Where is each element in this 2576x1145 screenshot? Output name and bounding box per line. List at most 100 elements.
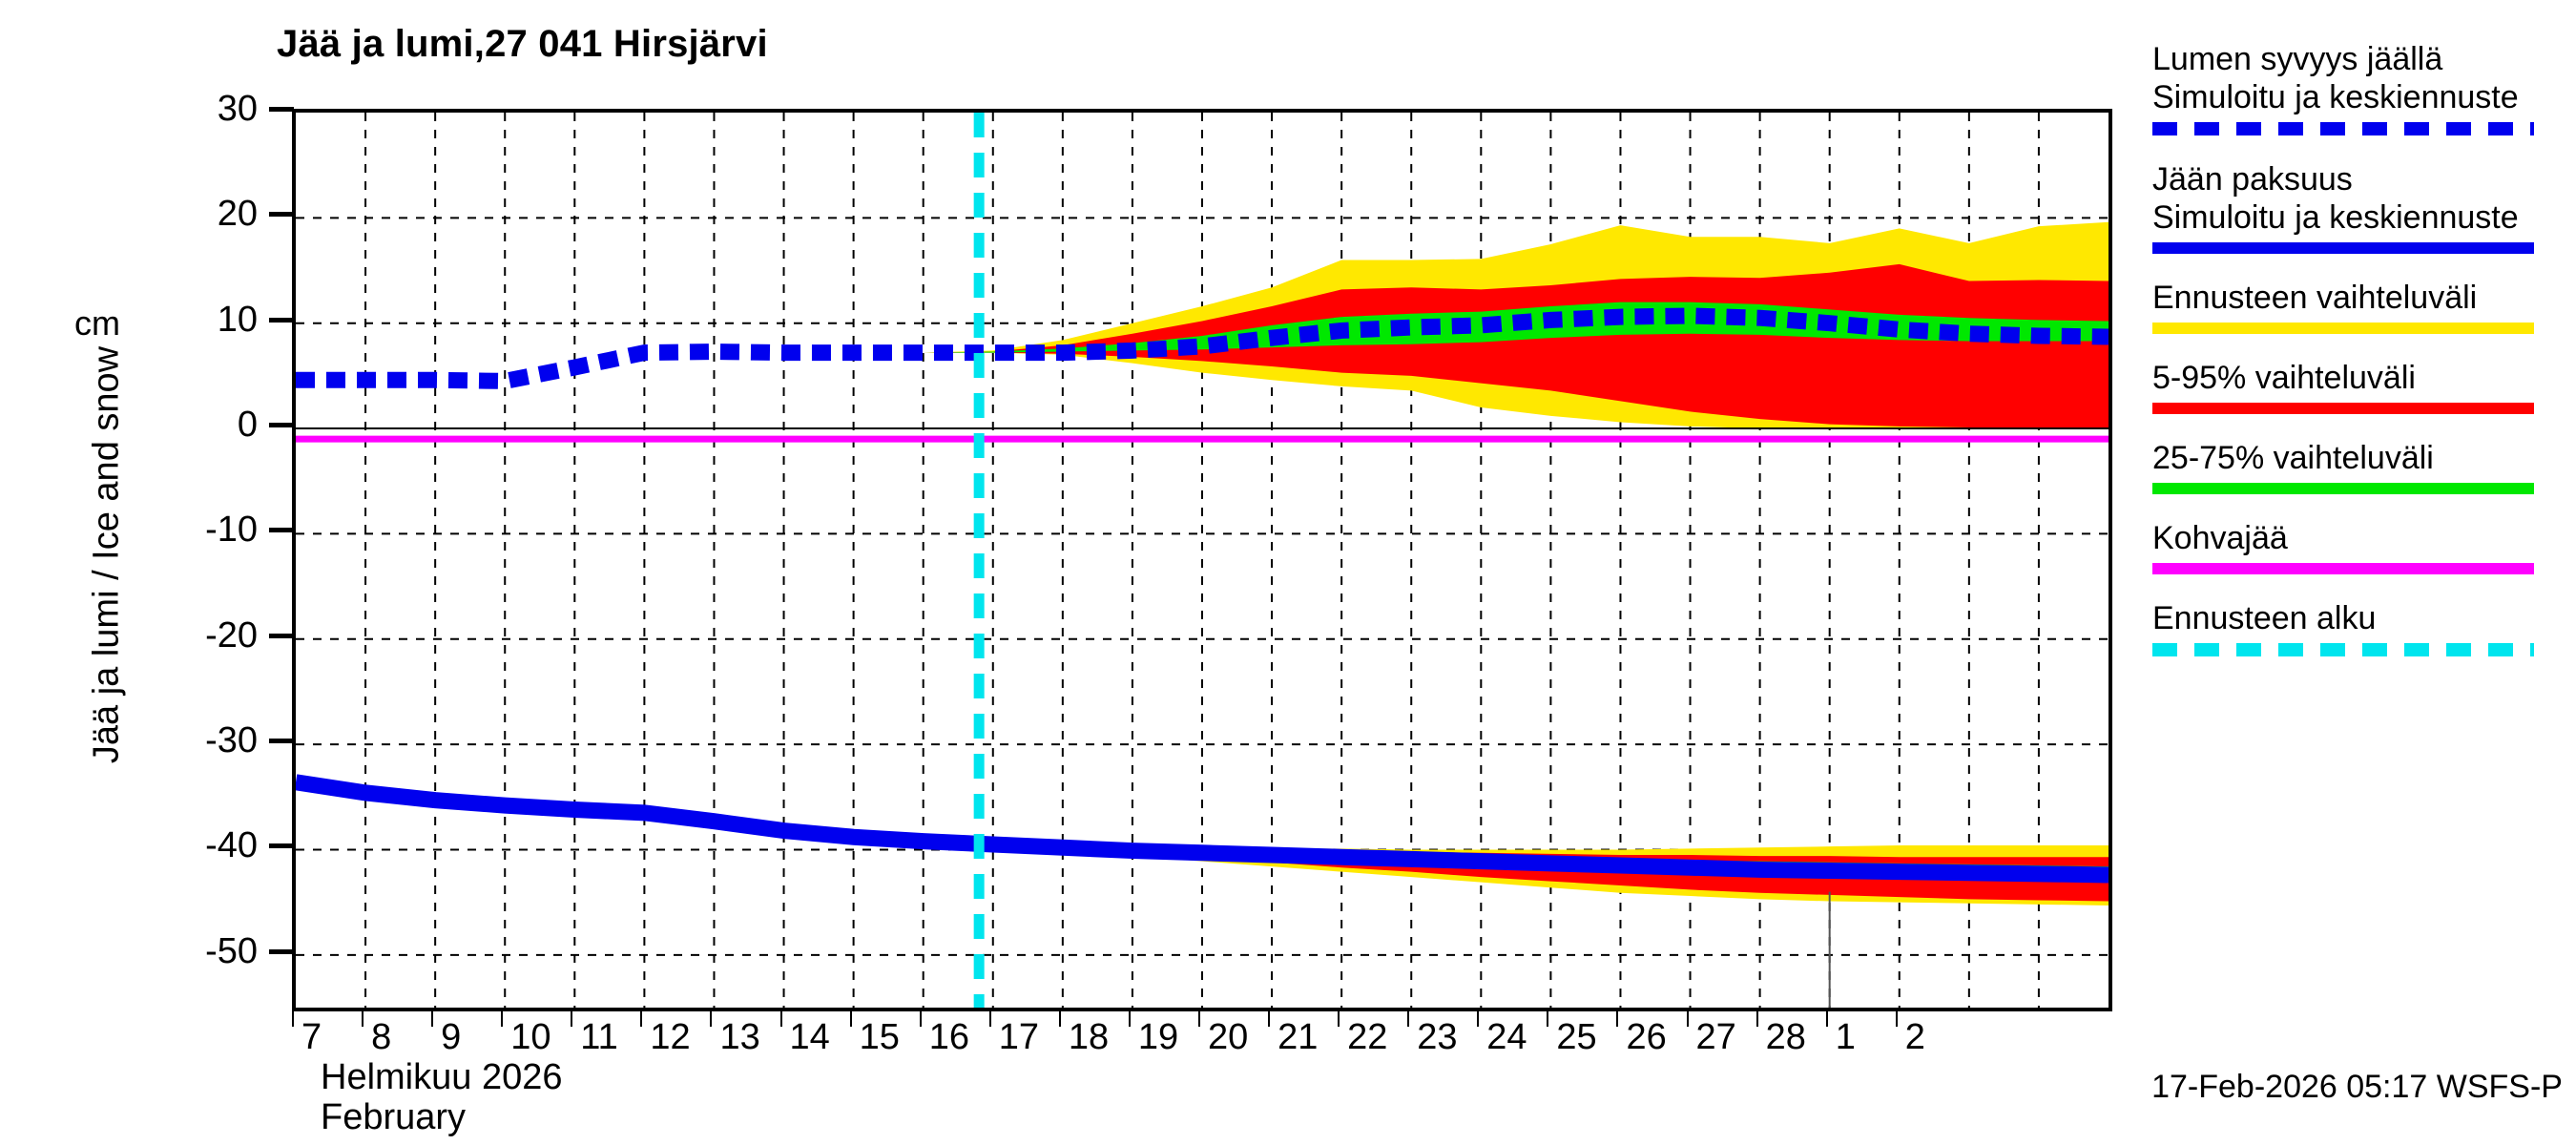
legend-swatch <box>2152 483 2534 494</box>
x-axis-tick-mark <box>431 1011 434 1027</box>
legend-entry: Kohvajää <box>2152 519 2572 574</box>
legend-entry: Jään paksuus Simuloitu ja keskiennuste <box>2152 160 2572 254</box>
ice-thickness-line <box>296 774 2109 884</box>
x-axis-tick-label: 20 <box>1208 1017 1249 1057</box>
x-axis-tick-label: 9 <box>441 1017 462 1057</box>
x-axis-tick-mark <box>640 1011 643 1027</box>
y-axis-tick-label: 30 <box>217 89 258 129</box>
x-axis-tick-mark <box>1825 1011 1828 1027</box>
legend-label-primary: Jään paksuus <box>2152 161 2353 198</box>
legend-label-primary: Ennusteen vaihteluväli <box>2152 280 2478 316</box>
y-axis-tick-mark <box>269 843 294 849</box>
x-axis-tick-label: 17 <box>998 1017 1040 1057</box>
x-axis-tick-label: 26 <box>1626 1017 1667 1057</box>
x-axis-tick-label: 7 <box>301 1017 322 1057</box>
x-axis-tick-mark <box>1338 1011 1340 1027</box>
legend-entry: Ennusteen vaihteluväli <box>2152 279 2572 334</box>
legend-swatch <box>2152 122 2534 135</box>
x-axis-month-fi: Helmikuu 2026 <box>321 1057 563 1097</box>
legend: Lumen syvyys jäällä Simuloitu ja keskienn… <box>2152 40 2572 681</box>
legend-entry: 25-75% vaihteluväli <box>2152 439 2572 494</box>
x-axis-tick-mark <box>1058 1011 1061 1027</box>
legend-swatch <box>2152 563 2534 574</box>
x-axis-month-en: February <box>321 1097 467 1137</box>
plot-area <box>292 109 2112 1011</box>
footer-timestamp: 17-Feb-2026 05:17 WSFS-P <box>2151 1069 2563 1105</box>
x-axis-tick-mark <box>919 1011 922 1027</box>
legend-entry: 5-95% vaihteluväli <box>2152 359 2572 414</box>
x-axis-tick-mark <box>1198 1011 1200 1027</box>
y-axis-tick-mark <box>269 212 294 218</box>
x-axis-tick-label: 10 <box>510 1017 551 1057</box>
x-axis-tick-mark <box>779 1011 782 1027</box>
x-axis-tick-label: 25 <box>1556 1017 1597 1057</box>
snow-uncertainty-bands <box>296 221 2109 429</box>
x-axis-tick-mark <box>1268 1011 1271 1027</box>
x-axis-tick-mark <box>1547 1011 1549 1027</box>
y-axis-tick-label: 20 <box>217 194 258 235</box>
plot-canvas <box>296 113 2109 1008</box>
x-axis-tick-mark <box>1128 1011 1131 1027</box>
y-axis-tick-mark <box>269 528 294 533</box>
x-axis-tick-mark <box>1616 1011 1619 1027</box>
legend-label-secondary: Simuloitu ja keskiennuste <box>2152 79 2519 115</box>
legend-label-primary: 25-75% vaihteluväli <box>2152 440 2434 476</box>
x-axis-tick-mark <box>710 1011 713 1027</box>
x-axis-tick-label: 23 <box>1417 1017 1458 1057</box>
y-axis-tick-label: -50 <box>205 930 258 971</box>
x-axis-tick-mark <box>571 1011 573 1027</box>
y-axis-tick-label: -40 <box>205 825 258 866</box>
x-axis-tick-label: 1 <box>1835 1017 1856 1057</box>
y-axis-label: Jää ja lumi / Ice and snow <box>86 345 127 764</box>
y-axis-tick-mark <box>269 423 294 428</box>
y-axis-tick-mark <box>269 317 294 323</box>
x-axis-tick-label: 13 <box>719 1017 760 1057</box>
x-axis-tick-mark <box>849 1011 852 1027</box>
y-axis-tick-mark <box>269 633 294 638</box>
x-axis-tick-label: 15 <box>859 1017 900 1057</box>
x-axis-tick-label: 16 <box>928 1017 969 1057</box>
y-axis-tick-label: -20 <box>205 614 258 656</box>
x-axis-tick-label: 11 <box>580 1017 618 1057</box>
x-axis-tick-label: 18 <box>1068 1017 1110 1057</box>
legend-label-primary: Kohvajää <box>2152 520 2288 556</box>
y-axis-tick-label: -10 <box>205 510 258 551</box>
x-axis-tick-label: 27 <box>1695 1017 1736 1057</box>
x-axis-tick-mark <box>501 1011 504 1027</box>
y-axis-tick-mark <box>269 948 294 954</box>
x-axis-tick-mark <box>1686 1011 1689 1027</box>
legend-label-secondary: Simuloitu ja keskiennuste <box>2152 199 2519 236</box>
x-axis-tick-label: 2 <box>1904 1017 1925 1057</box>
x-axis-tick-label: 21 <box>1278 1017 1319 1057</box>
legend-swatch <box>2152 643 2534 656</box>
x-axis-tick-label: 24 <box>1486 1017 1527 1057</box>
page-title: Jää ja lumi,27 041 Hirsjärvi <box>277 23 768 65</box>
legend-label-primary: 5-95% vaihteluväli <box>2152 360 2416 396</box>
x-axis-tick-mark <box>1477 1011 1480 1027</box>
x-axis-tick-label: 14 <box>789 1017 830 1057</box>
y-axis-tick-label: -30 <box>205 720 258 761</box>
x-axis-tick-label: 12 <box>650 1017 691 1057</box>
y-axis-tick-label: 0 <box>237 405 258 446</box>
legend-swatch <box>2152 403 2534 414</box>
x-axis-tick-label: 28 <box>1765 1017 1806 1057</box>
legend-entry: Ennusteen alku <box>2152 599 2572 656</box>
legend-label-primary: Ennusteen alku <box>2152 600 2377 636</box>
legend-swatch <box>2152 242 2534 254</box>
x-axis-tick-mark <box>1755 1011 1758 1027</box>
x-axis-tick-mark <box>362 1011 364 1027</box>
y-axis-tick-label: 10 <box>217 299 258 340</box>
x-axis-tick-mark <box>1895 1011 1898 1027</box>
legend-label-primary: Lumen syvyys jäällä <box>2152 41 2443 77</box>
x-axis-tick-mark <box>988 1011 991 1027</box>
x-axis-tick-label: 19 <box>1137 1017 1179 1057</box>
x-axis-tick-mark <box>1407 1011 1410 1027</box>
x-axis-tick-mark <box>292 1011 294 1027</box>
x-axis-tick-label: 22 <box>1347 1017 1388 1057</box>
y-axis-tick-mark <box>269 107 294 112</box>
x-axis-tick-label: 8 <box>371 1017 392 1057</box>
legend-entry: Lumen syvyys jäällä Simuloitu ja keskienn… <box>2152 40 2572 135</box>
legend-swatch <box>2152 323 2534 334</box>
y-axis-unit: cm <box>74 303 120 343</box>
